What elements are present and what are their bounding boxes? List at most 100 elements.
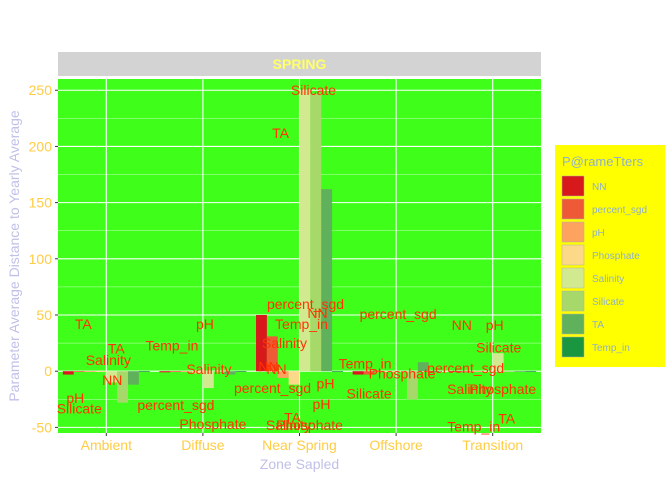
bar-percent-sgd [460, 371, 471, 373]
legend-label: Phosphate [592, 251, 640, 262]
bar-silicate [213, 371, 225, 372]
y-tick-label: 150 [29, 195, 53, 211]
annotation-label: Phosphate [276, 417, 343, 433]
annotation-label: Salinity [447, 381, 492, 397]
annotation-label: NN [102, 372, 122, 388]
annotation-label: TA [75, 316, 93, 332]
panel-strip-title: SPRING [273, 56, 327, 72]
annotation-label: Salinity [262, 335, 307, 351]
annotation-label: Phosphate [369, 365, 436, 381]
legend-key [561, 198, 585, 220]
bar-ta [417, 362, 429, 372]
bar-ta [224, 371, 236, 375]
annotation-label: Salinity [86, 352, 131, 368]
bar-ta [128, 371, 139, 385]
bar-ph [374, 371, 386, 372]
bar-nn [352, 371, 364, 375]
bar-temp-in [428, 371, 440, 372]
y-tick-label: 0 [44, 363, 52, 379]
legend-label: Salinity [592, 274, 624, 285]
annotation-label: Silicate [476, 340, 521, 356]
annotation-label: Phosphate [469, 381, 536, 397]
y-axis-ticks: -50 0 50 100 150 200 250 [29, 82, 58, 435]
legend-label: Silicate [592, 297, 625, 308]
annotation-label: Silicate [347, 386, 392, 402]
legend-key [561, 175, 585, 197]
annotation-label: pH [317, 376, 335, 392]
annotation-label: TA [272, 125, 290, 141]
annotation-label: Temp_in [447, 418, 500, 434]
bar-percent-sgd [73, 371, 85, 372]
bar-salinity [492, 353, 504, 372]
bar-nn [449, 371, 461, 372]
bar-phosphate [192, 371, 203, 374]
x-tick-label: Near Spring [262, 437, 337, 453]
annotation-label: percent_sgd [427, 360, 504, 376]
annotation-label: percent_sgd [234, 380, 311, 396]
annotation-label: TA [498, 410, 516, 426]
bar-silicate [310, 93, 322, 372]
legend-label: TA [592, 320, 604, 331]
bar-salinity [202, 371, 214, 389]
bar-ph [277, 371, 289, 378]
annotation-label: Temp_in [339, 355, 392, 371]
bar-temp-in [332, 371, 343, 372]
legend-key [561, 267, 585, 289]
y-tick-label: -50 [32, 419, 52, 435]
annotation-label: NN [307, 305, 327, 321]
legend-title: P@rameTters [562, 154, 644, 169]
bar-silicate [406, 371, 418, 400]
legend-key [561, 313, 585, 335]
bar-ph [181, 371, 193, 372]
bar-ta [321, 189, 333, 372]
annotation-label: TA [284, 409, 302, 425]
legend-key [561, 221, 585, 243]
legend-label: percent_sgd [592, 205, 647, 216]
legend-key [561, 290, 585, 312]
legend-label: Temp_in [592, 343, 630, 354]
annotation-label: TA [108, 341, 126, 357]
annotation-label: Temp_in [275, 316, 328, 332]
bar-percent-sgd [363, 371, 375, 375]
legend-key [561, 336, 585, 358]
bar-temp-in [138, 371, 150, 372]
annotation-label: pH [313, 396, 331, 412]
annotation-label: Temp_in [145, 337, 198, 353]
legend: P@rameTters NN percent_sgd pH Phosphate Sali… [555, 145, 665, 367]
bar-ph [470, 371, 482, 372]
legend-label: NN [592, 182, 606, 193]
annotation-label: Phosphate [179, 416, 246, 432]
bar-salinity [396, 371, 407, 372]
y-tick-label: 50 [36, 307, 52, 323]
x-axis-title: Zone Sapled [260, 456, 339, 472]
legend-items: NN percent_sgd pH Phosphate Salinity Silicate… [561, 175, 647, 358]
annotation-label: percent_sgd [137, 397, 214, 413]
bar-phosphate [385, 371, 397, 372]
annotation-label: Salinity [186, 361, 231, 377]
bar-ta [514, 371, 526, 372]
panel-strip [58, 52, 541, 76]
x-axis-ticks: Ambient Diffuse Near Spring Offshore Transit… [81, 433, 523, 453]
legend-key [561, 244, 585, 266]
annotation-label: pH [66, 390, 84, 406]
legend-label: pH [592, 228, 605, 239]
annotation-label: Silicate [291, 82, 336, 98]
bar-temp-in [235, 371, 247, 372]
bar-nn [62, 371, 74, 375]
x-tick-label: Diffuse [181, 437, 225, 453]
bar-silicate [117, 371, 129, 403]
bar-phosphate [95, 371, 107, 372]
annotation-label: NN [258, 359, 278, 375]
bar-salinity [299, 90, 311, 372]
bar-phosphate [481, 371, 493, 372]
annotation-label: Salinity [266, 417, 311, 433]
x-tick-label: Transition [462, 437, 523, 453]
annotation-label: percent_sgd [267, 296, 344, 312]
x-tick-label: Offshore [369, 437, 423, 453]
y-tick-label: 100 [29, 251, 53, 267]
annotation-label: NN [452, 317, 472, 333]
bars [62, 90, 537, 403]
bar-ph [84, 371, 96, 372]
